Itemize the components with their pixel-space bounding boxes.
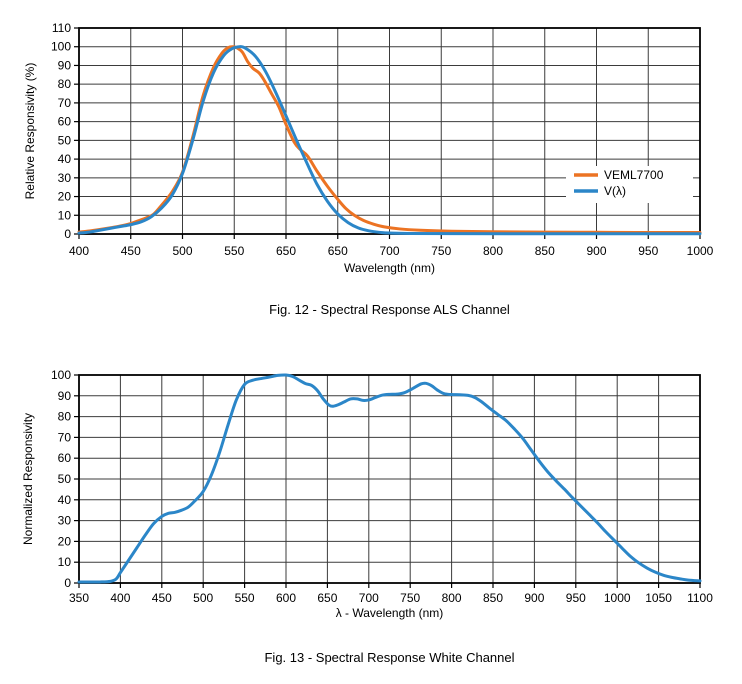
legend-label: V(λ) [604,184,626,198]
x-tick-label: 750 [400,591,420,605]
plot-border [78,374,701,584]
series-line-white-channel [77,373,702,584]
y-tick-label: 100 [51,368,71,382]
x-tick-label: 750 [431,244,451,258]
x-tick-label: 800 [483,244,503,258]
y-tick-label: 70 [58,96,72,110]
y-tick-label: 20 [58,534,72,548]
x-tick-label: 500 [193,591,213,605]
y-axis-title: Relative Responsivity (%) [23,63,37,200]
y-tick-label: 100 [51,40,71,54]
legend-label: VEML7700 [604,168,664,182]
y-tick-label: 10 [58,208,72,222]
y-axis-title: Normalized Responsivity [21,413,35,545]
legend: VEML7700 V(λ) [566,166,693,203]
x-tick-label: 900 [524,591,544,605]
y-tick-label: 10 [58,555,72,569]
x-tick-label: 350 [69,591,89,605]
legend-background [566,166,693,203]
x-tick-label: 650 [276,244,296,258]
fig13-caption: Fig. 13 - Spectral Response White Channe… [264,650,515,665]
y-tick-label: 60 [58,451,72,465]
x-tick-label: 900 [586,244,606,258]
fig12-spectral-response-als-chart: 400 450 500 550 650 650 700 750 800 850 900 950 1000… [23,21,714,275]
x-tick-label: 850 [535,244,555,258]
fig12-grid [79,28,700,234]
x-tick-label: 400 [110,591,130,605]
fig13-grid [79,375,700,583]
y-tick-label: 90 [58,389,72,403]
x-axis-title: λ - Wavelength (nm) [336,606,444,620]
x-tick-label: 1050 [645,591,672,605]
y-tick-label: 40 [58,152,72,166]
x-tick-label: 850 [483,591,503,605]
x-tick-label: 700 [379,244,399,258]
y-tick-label: 30 [58,514,72,528]
y-tick-label: 60 [58,115,72,129]
x-tick-label: 450 [152,591,172,605]
fig13-spectral-response-white-chart: 350 400 450 500 550 600 650 700 750 800 850 900 950 1… [21,368,713,620]
y-tick-label: 40 [58,493,72,507]
x-axis-title: Wavelength (nm) [344,261,435,275]
x-tick-label: 950 [638,244,658,258]
x-tick-label: 700 [359,591,379,605]
y-tick-label: 50 [58,133,72,147]
x-tick-label: 550 [224,244,244,258]
y-tick-label: 90 [58,58,72,72]
x-tick-label: 650 [328,244,348,258]
y-tick-label: 20 [58,190,72,204]
x-tick-label: 1000 [687,244,714,258]
x-tick-label: 950 [566,591,586,605]
y-tick-label: 80 [58,77,72,91]
y-tick-label: 110 [52,21,71,35]
y-tick-label: 50 [58,472,72,486]
x-tick-label: 650 [317,591,337,605]
x-tick-label: 450 [121,244,141,258]
y-tick-label: 70 [58,430,72,444]
y-tick-label: 30 [58,171,72,185]
y-tick-label: 80 [58,410,72,424]
x-tick-label: 800 [442,591,462,605]
x-tick-label: 600 [276,591,296,605]
x-tick-label: 400 [69,244,89,258]
x-tick-label: 550 [235,591,255,605]
x-tick-label: 1100 [687,591,713,605]
series-line-v- [77,45,702,236]
x-tick-label: 1000 [604,591,631,605]
x-tick-label: 500 [172,244,192,258]
y-tick-label: 0 [64,576,71,590]
fig12-caption: Fig. 12 - Spectral Response ALS Channel [269,302,510,317]
y-tick-label: 0 [64,227,71,241]
